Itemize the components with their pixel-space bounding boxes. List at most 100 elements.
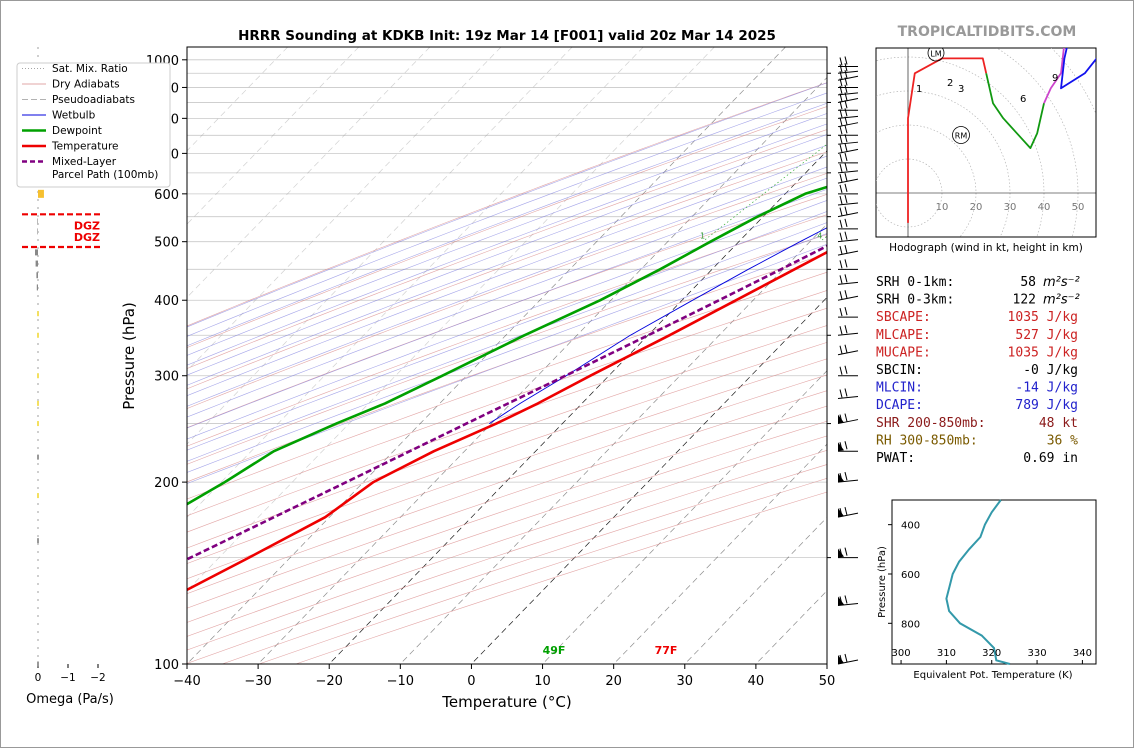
mixing-ratio-label: 1: [700, 232, 705, 241]
wind-barb: [838, 218, 858, 230]
isotherm-line: [187, 47, 644, 518]
dry-adiabat: [187, 106, 827, 348]
skewt-xlabel: Temperature (°C): [441, 693, 571, 711]
dry-adiabat: [187, 374, 827, 595]
barb-staff: [837, 202, 859, 206]
omega-bar: [37, 332, 39, 338]
barb-feather: [839, 144, 843, 153]
p-tick-label: 300: [154, 370, 179, 385]
index-value: 1035 J/kg: [1008, 345, 1078, 360]
barb-feather: [844, 365, 848, 374]
barb-staff: [837, 602, 859, 606]
x-tick-label: 30: [677, 674, 694, 689]
hodo-height-label: 9: [1052, 73, 1058, 84]
index-value: 527 J/kg: [1015, 328, 1078, 343]
skewt-profiles: [187, 185, 827, 592]
moist-adiabat: [187, 211, 827, 451]
wind-barb: [837, 245, 859, 256]
index-name: SBCIN:: [876, 363, 923, 378]
index-name: MLCIN:: [876, 381, 923, 396]
dry-adiabat: [187, 271, 827, 500]
wind-barb: [837, 507, 859, 518]
wind-barb: [837, 206, 859, 218]
barb-feather: [839, 64, 843, 73]
moist-adiabat: [187, 102, 827, 347]
barb-staff: [837, 92, 859, 96]
x-tick-label: 10: [534, 674, 551, 689]
moist-adiabat: [187, 166, 827, 407]
isotherm-line: [257, 77, 827, 664]
moist-adiabat: [187, 123, 827, 366]
dry-adiabat: [187, 82, 827, 327]
omega-bar: [36, 272, 38, 279]
x-tick-label: −30: [244, 674, 271, 689]
barb-feather: [844, 595, 848, 604]
hodo-lm-label: LM: [930, 50, 941, 59]
barb-feather: [839, 596, 843, 605]
index-name: SBCAPE:: [876, 310, 931, 325]
barb-feather: [839, 163, 843, 172]
omega-bar: [37, 538, 39, 544]
legend-item: Mixed-Layer: [22, 156, 117, 168]
barb-feather: [839, 291, 843, 300]
mixing-ratio-label: 4: [817, 232, 822, 241]
wind-barb: [838, 259, 858, 270]
x-tick-label: 40: [748, 674, 765, 689]
index-value: -14 J/kg: [1015, 381, 1078, 396]
barb-feather: [839, 654, 843, 664]
dry-adiabat: [187, 358, 827, 580]
barb-feather: [844, 108, 848, 117]
barb-feather: [844, 56, 848, 65]
omega-bar: [38, 189, 44, 198]
legend-label: Parcel Path (100mb): [52, 169, 158, 181]
hodo-trace: [985, 73, 1045, 150]
barb-feather: [844, 471, 848, 481]
surface-dew-label: 49F: [543, 644, 566, 657]
index-value: 36 %: [1047, 433, 1078, 448]
hodo-ring-label: 10: [936, 202, 949, 213]
index-name: SRH 0-3km:: [876, 293, 954, 308]
skewt-frame: [186, 46, 828, 665]
barb-feather: [839, 153, 843, 163]
barb-feather: [844, 653, 848, 663]
index-name: DCAPE:: [876, 398, 923, 413]
p-tick-label: 600: [154, 188, 179, 203]
omega-tick-label: −1: [60, 672, 75, 684]
index-value: 48 kt: [1039, 416, 1078, 431]
omega-tick-label: −2: [90, 672, 105, 684]
skewt-axes: 1002003004005006007008009001000−40−30−20…: [146, 54, 835, 689]
barb-staff: [837, 70, 859, 74]
legend-item: Temperature: [22, 141, 119, 153]
omega-bar: [36, 284, 38, 291]
wind-barb: [837, 344, 859, 356]
indices-table: SRH 0-1km: 58 m²s⁻² SRH 0-3km: 122 m²s⁻² SBCAP…: [876, 275, 1080, 466]
x-tick-label: 0: [467, 674, 475, 689]
barb-staff: [837, 122, 859, 128]
barb-feather: [839, 548, 843, 557]
barb-staff: [837, 212, 859, 218]
legend-item: Pseudoadiabats: [22, 94, 135, 106]
wind-barb: [837, 143, 859, 154]
barb-feather: [839, 246, 843, 255]
barb-feather: [839, 101, 843, 110]
wind-barb: [837, 388, 859, 400]
barb-staff: [837, 141, 859, 145]
chart-title: HRRR Sounding at KDKB Init: 19z Mar 14 […: [238, 28, 776, 44]
p-tick-label: 500: [154, 236, 179, 251]
omega-tick-label: 0: [35, 672, 42, 684]
index-name: PWAT:: [876, 451, 915, 466]
barb-feather: [844, 344, 848, 353]
barb-staff: [837, 97, 859, 103]
barb-feather: [839, 184, 843, 193]
omega-bar: [37, 421, 39, 427]
wind-barb: [837, 274, 859, 285]
wind-barb: [838, 441, 858, 452]
legend-item: Sat. Mix. Ratio: [22, 63, 128, 75]
hodograph-caption: Hodograph (wind in kt, height in km): [889, 242, 1083, 254]
omega-bar: [35, 249, 38, 256]
barb-feather: [839, 389, 843, 398]
theta-e-line: [945, 499, 1011, 665]
legend-label: Dry Adiabats: [52, 79, 120, 91]
barb-feather: [839, 275, 843, 284]
barb-staff: [837, 75, 859, 81]
